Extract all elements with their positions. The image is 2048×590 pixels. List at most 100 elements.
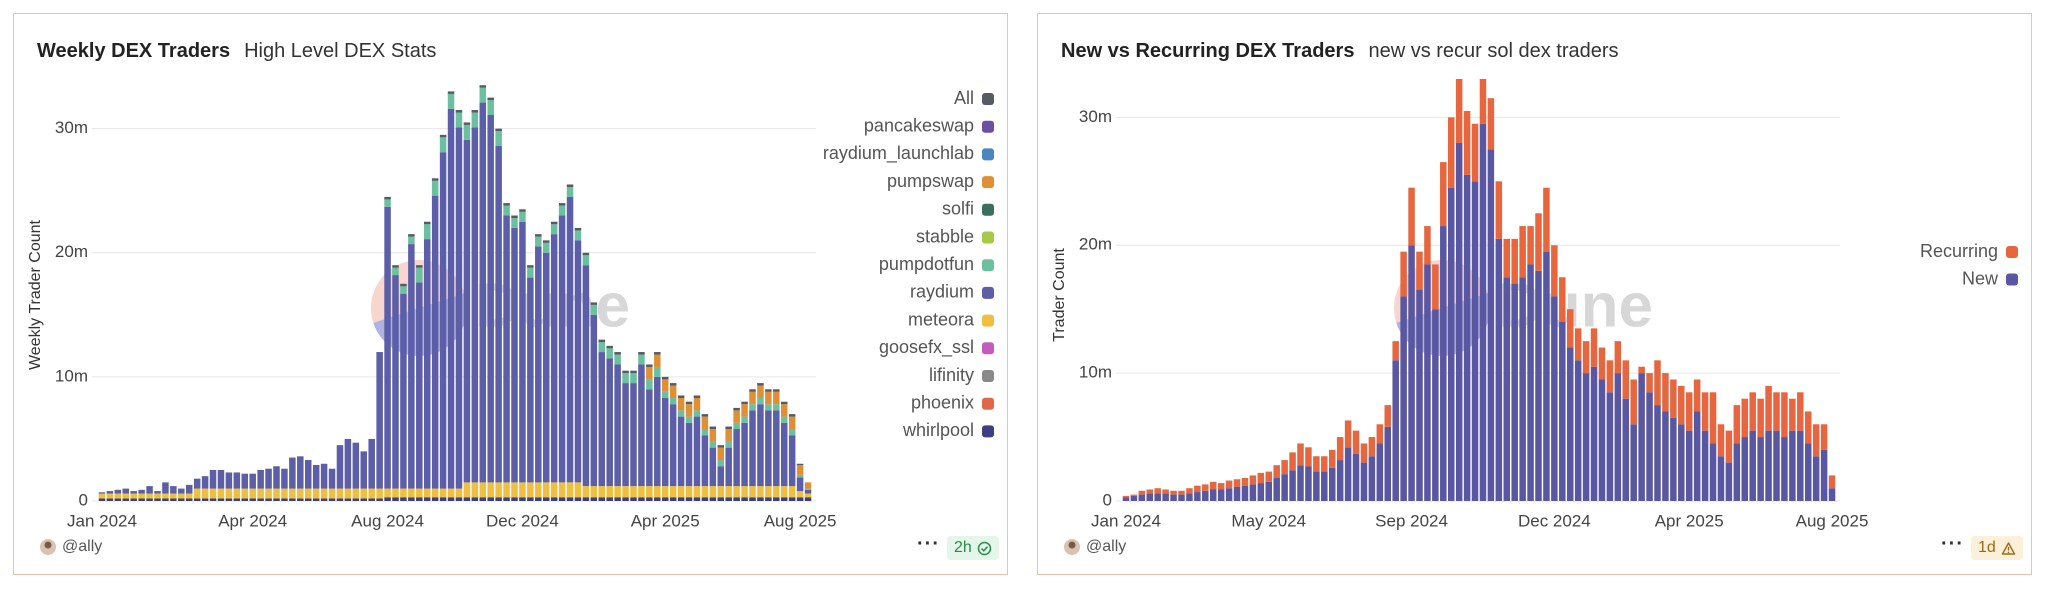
bar-segment (233, 472, 241, 489)
bar-segment (1186, 493, 1193, 501)
bar-segment (1170, 494, 1177, 501)
bar-segment (669, 397, 677, 405)
bar-segment (1313, 456, 1320, 472)
bar-segment (368, 438, 375, 489)
bar-segment (1360, 443, 1368, 463)
legend-swatch[interactable] (982, 120, 994, 133)
legend-swatch[interactable] (982, 148, 994, 161)
bar-segment (701, 486, 709, 498)
bar-segment (479, 482, 487, 498)
bar-segment (1376, 443, 1384, 501)
bar-segment (336, 488, 344, 499)
bar-segment (193, 478, 201, 489)
bar-segment (646, 366, 653, 380)
legend-swatch[interactable] (982, 314, 994, 327)
bar-segment (757, 497, 764, 501)
bar-segment (1820, 424, 1828, 450)
bar-segment (1582, 341, 1590, 374)
bar-segment (709, 429, 717, 442)
bar-segment (590, 486, 598, 498)
bar-segment (447, 91, 455, 94)
bar-segment (773, 486, 780, 498)
legend-swatch[interactable] (982, 203, 994, 216)
bar-segment (725, 429, 732, 442)
bar-segment (1741, 437, 1749, 501)
bar-segment (1789, 398, 1796, 431)
menu[interactable]: ··· (917, 533, 940, 555)
refresh-badge[interactable]: 2h (947, 536, 999, 560)
bar-segment (1202, 490, 1209, 501)
bar-segment (360, 498, 368, 501)
menu[interactable]: ··· (1941, 533, 1964, 555)
bar-segment (487, 482, 494, 498)
bar-segment (1233, 479, 1241, 487)
bar-segment (1440, 162, 1447, 227)
bar-segment (1812, 456, 1820, 501)
bar-segment (503, 203, 510, 206)
bar-segment (170, 493, 177, 499)
bar-segment (542, 482, 550, 498)
legend-swatch[interactable] (982, 342, 994, 355)
bar-segment (669, 385, 677, 398)
owner[interactable]: @ally (62, 538, 103, 555)
bar-segment (1598, 379, 1606, 501)
legend-swatch[interactable] (982, 176, 994, 189)
legend-swatch[interactable] (982, 286, 994, 299)
legend-swatch[interactable] (2006, 273, 2018, 286)
bar-segment (1487, 149, 1495, 502)
owner[interactable]: @ally (1086, 538, 1127, 555)
bar-segment (376, 352, 383, 489)
bar-segment (1178, 494, 1185, 501)
bar-segment (1455, 142, 1463, 501)
bar-segment (1574, 360, 1582, 501)
bar-segment (344, 438, 352, 489)
bar-segment (638, 352, 645, 355)
legend-label: whirlpool (902, 420, 974, 440)
y-tick-label: 30m (55, 118, 88, 137)
legend-swatch[interactable] (982, 259, 994, 272)
bar-segment (765, 389, 772, 392)
bar-segment (439, 137, 447, 153)
legend-swatch[interactable] (982, 231, 994, 244)
check-icon (977, 541, 992, 555)
legend-swatch[interactable] (2006, 246, 2018, 258)
bar-segment (170, 498, 177, 501)
y-tick-label: 0 (79, 490, 88, 509)
bar-segment (1241, 477, 1249, 486)
bar-segment (297, 456, 304, 489)
bar-segment (1662, 373, 1669, 412)
dashboard-card: Dune 0 10m 20m 30m Trader Count Jan 2024 May 20… (1037, 13, 2032, 575)
bar-segment (614, 497, 621, 501)
legend-swatch[interactable] (982, 93, 994, 105)
bar-segment (130, 493, 137, 499)
bar-segment (630, 486, 637, 498)
legend-swatch[interactable] (982, 397, 994, 410)
legend-swatch[interactable] (982, 425, 994, 438)
bar-segment (431, 180, 439, 196)
x-tick-label: Jan 2024 (1091, 511, 1161, 530)
refresh-badge[interactable]: 1d (1971, 536, 2023, 560)
bar-segment (1305, 447, 1312, 467)
bar-segment (455, 112, 463, 128)
bar-segment (423, 488, 431, 498)
avatar (1064, 539, 1080, 555)
bar-segment (1749, 430, 1756, 501)
legend-label: phoenix (911, 392, 974, 412)
bar-segment (241, 473, 249, 489)
bar-segment (1804, 443, 1812, 501)
bar-segment (1662, 411, 1669, 501)
bar-segment (1670, 379, 1677, 418)
legend-swatch[interactable] (982, 370, 994, 382)
bar-segment (773, 389, 780, 392)
bar-segment (1400, 251, 1407, 297)
bar-segment (1670, 417, 1677, 501)
bar-segment (511, 497, 518, 501)
bar-segment (725, 426, 732, 430)
bar-segment (765, 497, 772, 501)
bar-segment (201, 488, 209, 499)
bar-segment (209, 498, 217, 501)
bar-segment (495, 146, 502, 483)
bar-segment (709, 426, 717, 430)
bar-segment (550, 221, 558, 225)
